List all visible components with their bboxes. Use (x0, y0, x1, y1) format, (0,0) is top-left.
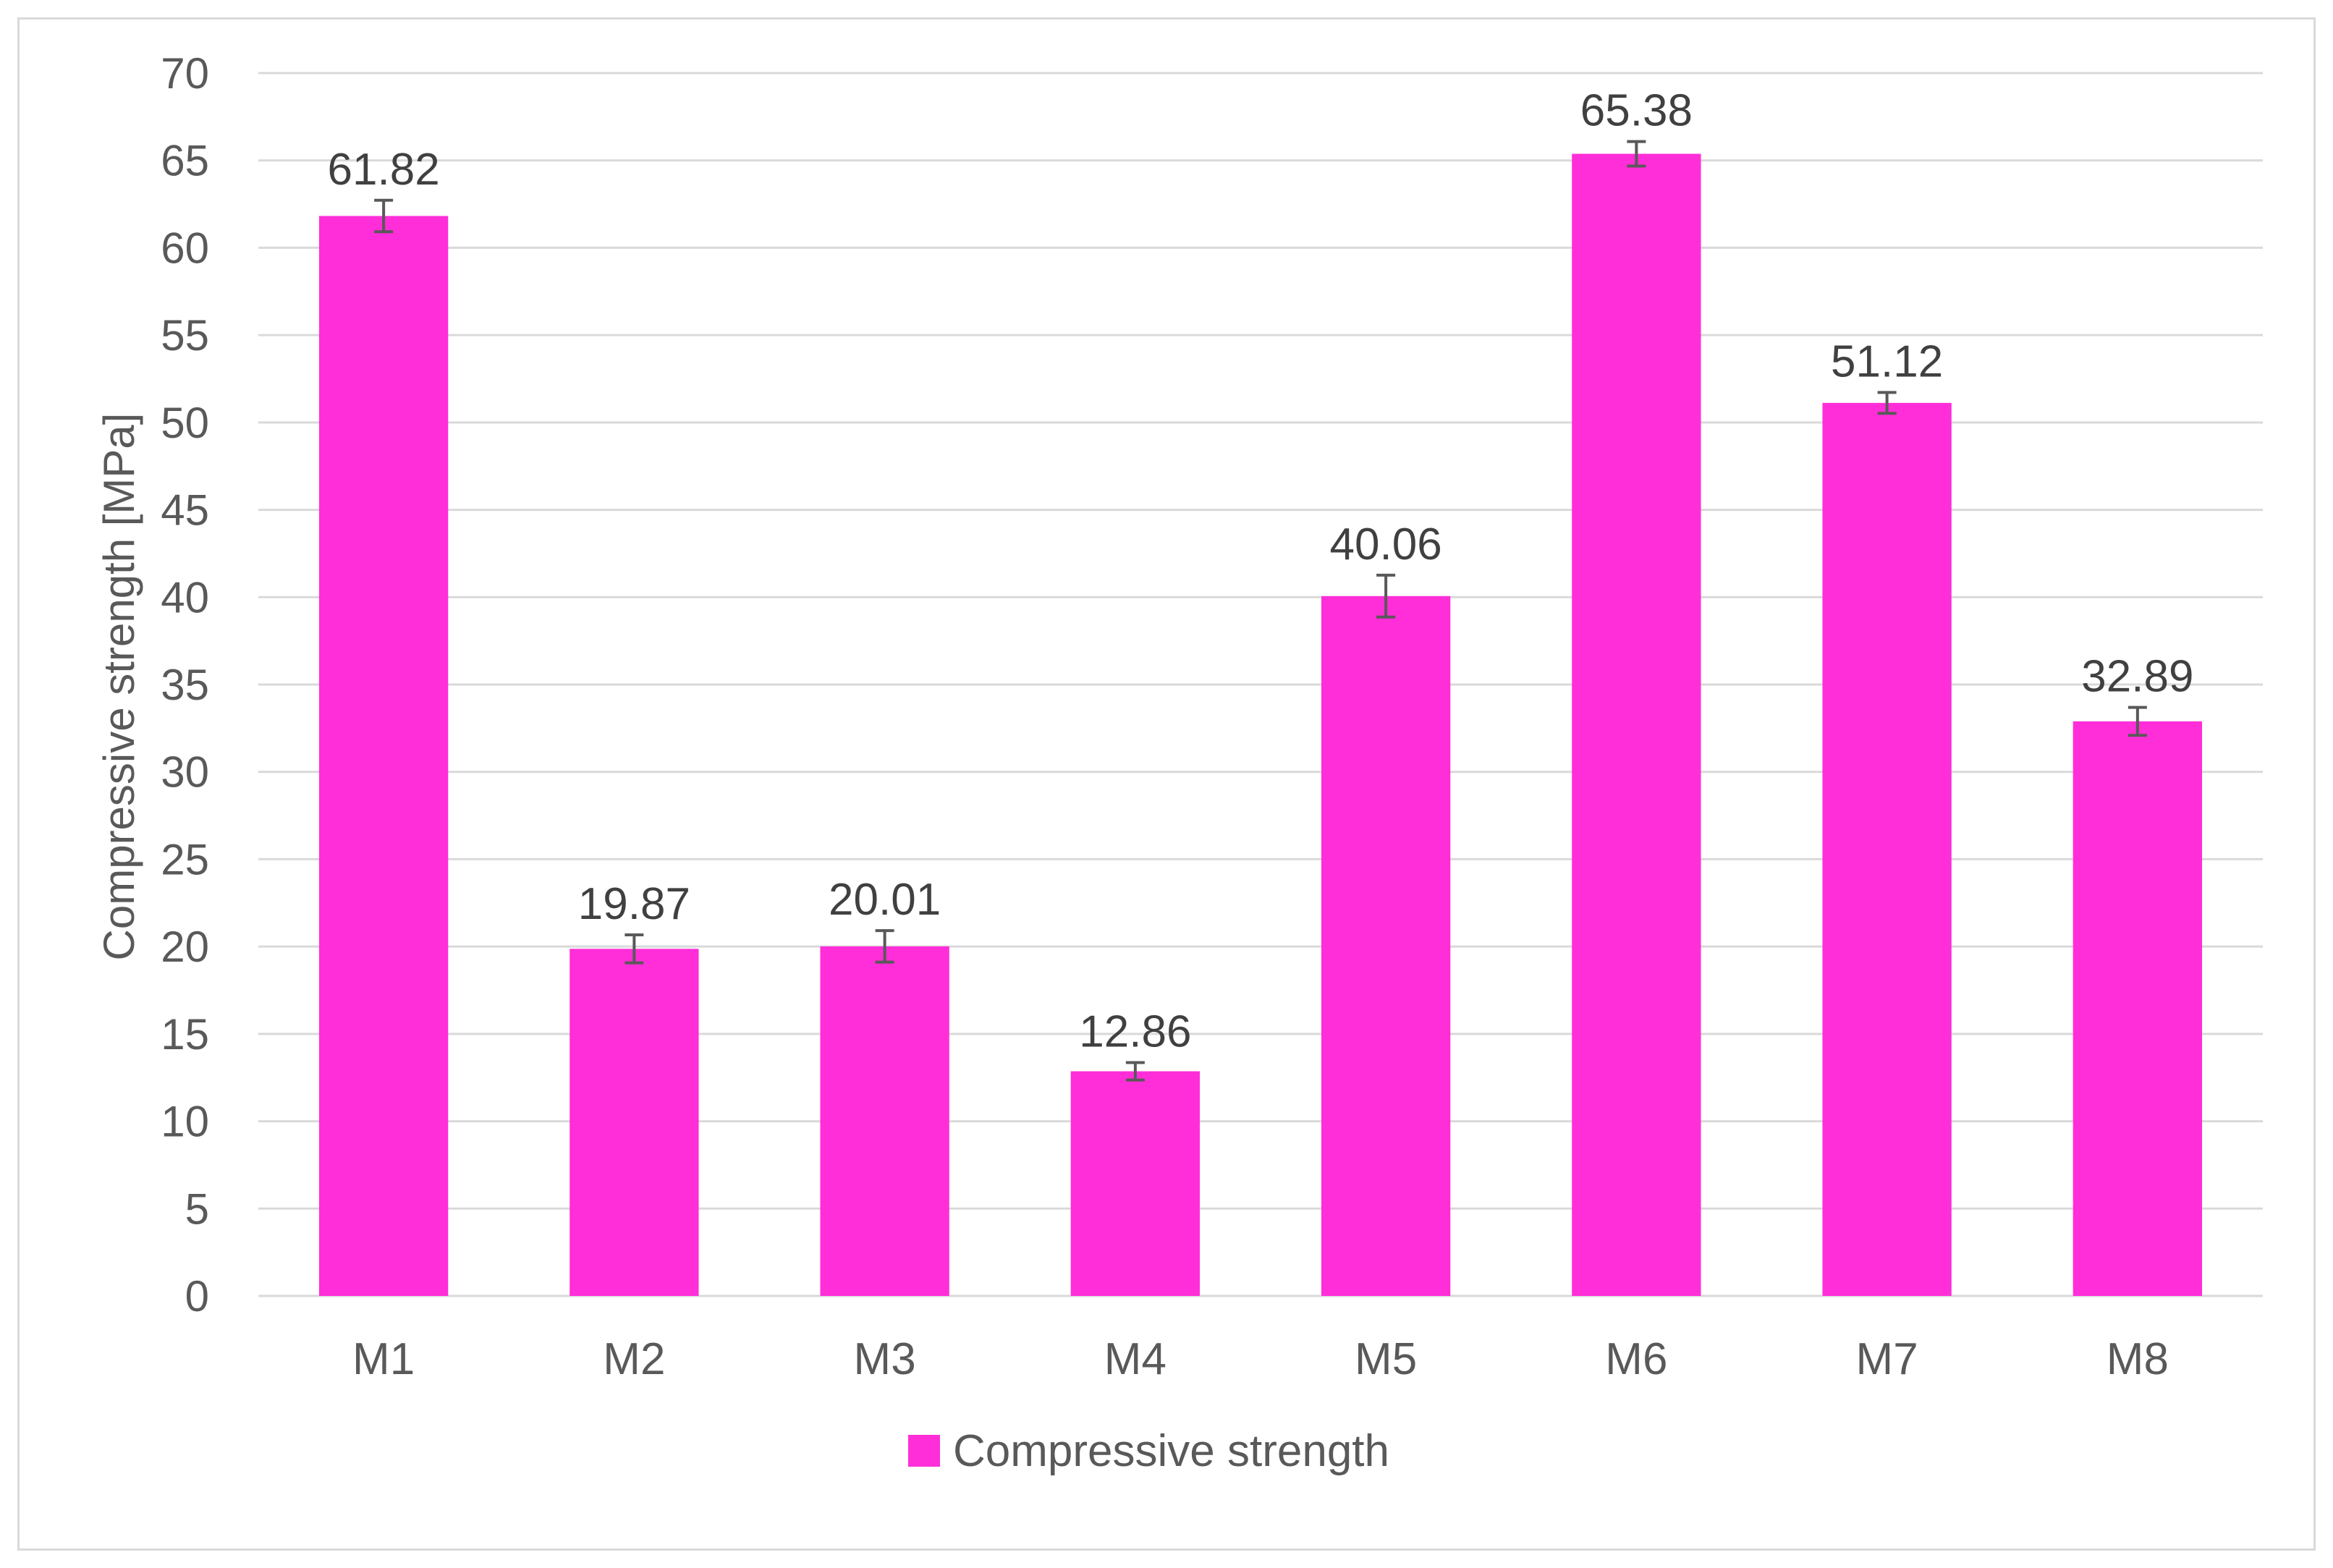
error-bar-m3 (875, 929, 894, 964)
data-label-m8: 32.89 (2081, 652, 2193, 702)
error-bar-m7 (1877, 391, 1897, 415)
y-tick-label: 5 (185, 1185, 209, 1233)
data-label-m5: 40.06 (1330, 520, 1442, 569)
x-tick-label: M8 (2107, 1334, 2169, 1384)
y-tick-label: 10 (161, 1098, 209, 1146)
y-tick-label: 60 (161, 224, 209, 272)
bar-m1 (318, 216, 449, 1297)
data-label-m3: 20.01 (829, 875, 941, 925)
x-tick-label: M7 (1856, 1334, 1918, 1384)
y-tick-label: 45 (161, 486, 209, 535)
y-tick-label: 50 (161, 399, 209, 447)
y-tick-label: 55 (161, 311, 209, 360)
chart-svg: 61.82 19.87 20.01 12.86 40.06 65.38 51.12 32.89… (95, 49, 2263, 1476)
bar-m3 (820, 946, 949, 1296)
y-tick-label: 70 (161, 49, 209, 98)
data-label-layer: 61.82 19.87 20.01 12.86 40.06 65.38 51.12 32.89 (328, 86, 2194, 1057)
y-tick-label: 30 (161, 748, 209, 797)
error-bar-m1 (374, 198, 394, 234)
x-tick-label: M2 (603, 1334, 665, 1384)
x-tick-label: M4 (1104, 1334, 1166, 1384)
grid-layer (258, 72, 2263, 1297)
y-tick-label: 40 (161, 573, 209, 622)
bar-m6 (1572, 153, 1701, 1296)
data-label-m2: 19.87 (578, 879, 690, 929)
x-tick-label: M1 (352, 1334, 415, 1384)
data-label-m7: 51.12 (1831, 336, 1943, 386)
error-bar-m8 (2127, 705, 2147, 737)
data-label-m6: 65.38 (1580, 86, 1693, 136)
bar-m5 (1321, 596, 1451, 1296)
data-label-m1: 61.82 (328, 145, 440, 195)
chart-frame: 61.82 19.87 20.01 12.86 40.06 65.38 51.12 32.89… (17, 17, 2316, 1551)
error-bar-m6 (1627, 140, 1646, 168)
bar-m2 (570, 949, 699, 1296)
y-axis-title: Compressive strength [MPa] (95, 413, 143, 961)
y-tick-label: 25 (161, 835, 209, 883)
y-tick-label: 0 (185, 1272, 209, 1321)
legend-swatch (908, 1435, 940, 1467)
data-label-m4: 12.86 (1079, 1007, 1191, 1056)
y-tick-label: 15 (161, 1010, 209, 1059)
bar-layer (318, 153, 2203, 1297)
error-bar-m5 (1376, 573, 1396, 619)
legend: Compressive strength (908, 1426, 1389, 1476)
y-tick-label: 35 (161, 661, 209, 709)
bar-m8 (2072, 721, 2203, 1296)
y-tick-label: 65 (161, 137, 209, 185)
x-tick-label: M6 (1605, 1334, 1667, 1384)
y-tick-label: 20 (161, 923, 209, 971)
x-tick-label: M3 (854, 1334, 916, 1384)
error-bar-layer (374, 140, 2147, 1082)
x-tick-label: M5 (1355, 1334, 1417, 1384)
x-tick-layer: M1 M2 M3 M4 M5 M6 M7 M8 (352, 1334, 2169, 1384)
bar-m7 (1822, 402, 1952, 1296)
y-tick-layer: 0 5 10 15 20 25 30 35 40 45 50 55 60 65 70 (161, 49, 209, 1321)
legend-label: Compressive strength (953, 1426, 1389, 1476)
bar-m4 (1070, 1071, 1201, 1296)
error-bar-m2 (624, 933, 644, 965)
error-bar-m4 (1125, 1061, 1145, 1082)
